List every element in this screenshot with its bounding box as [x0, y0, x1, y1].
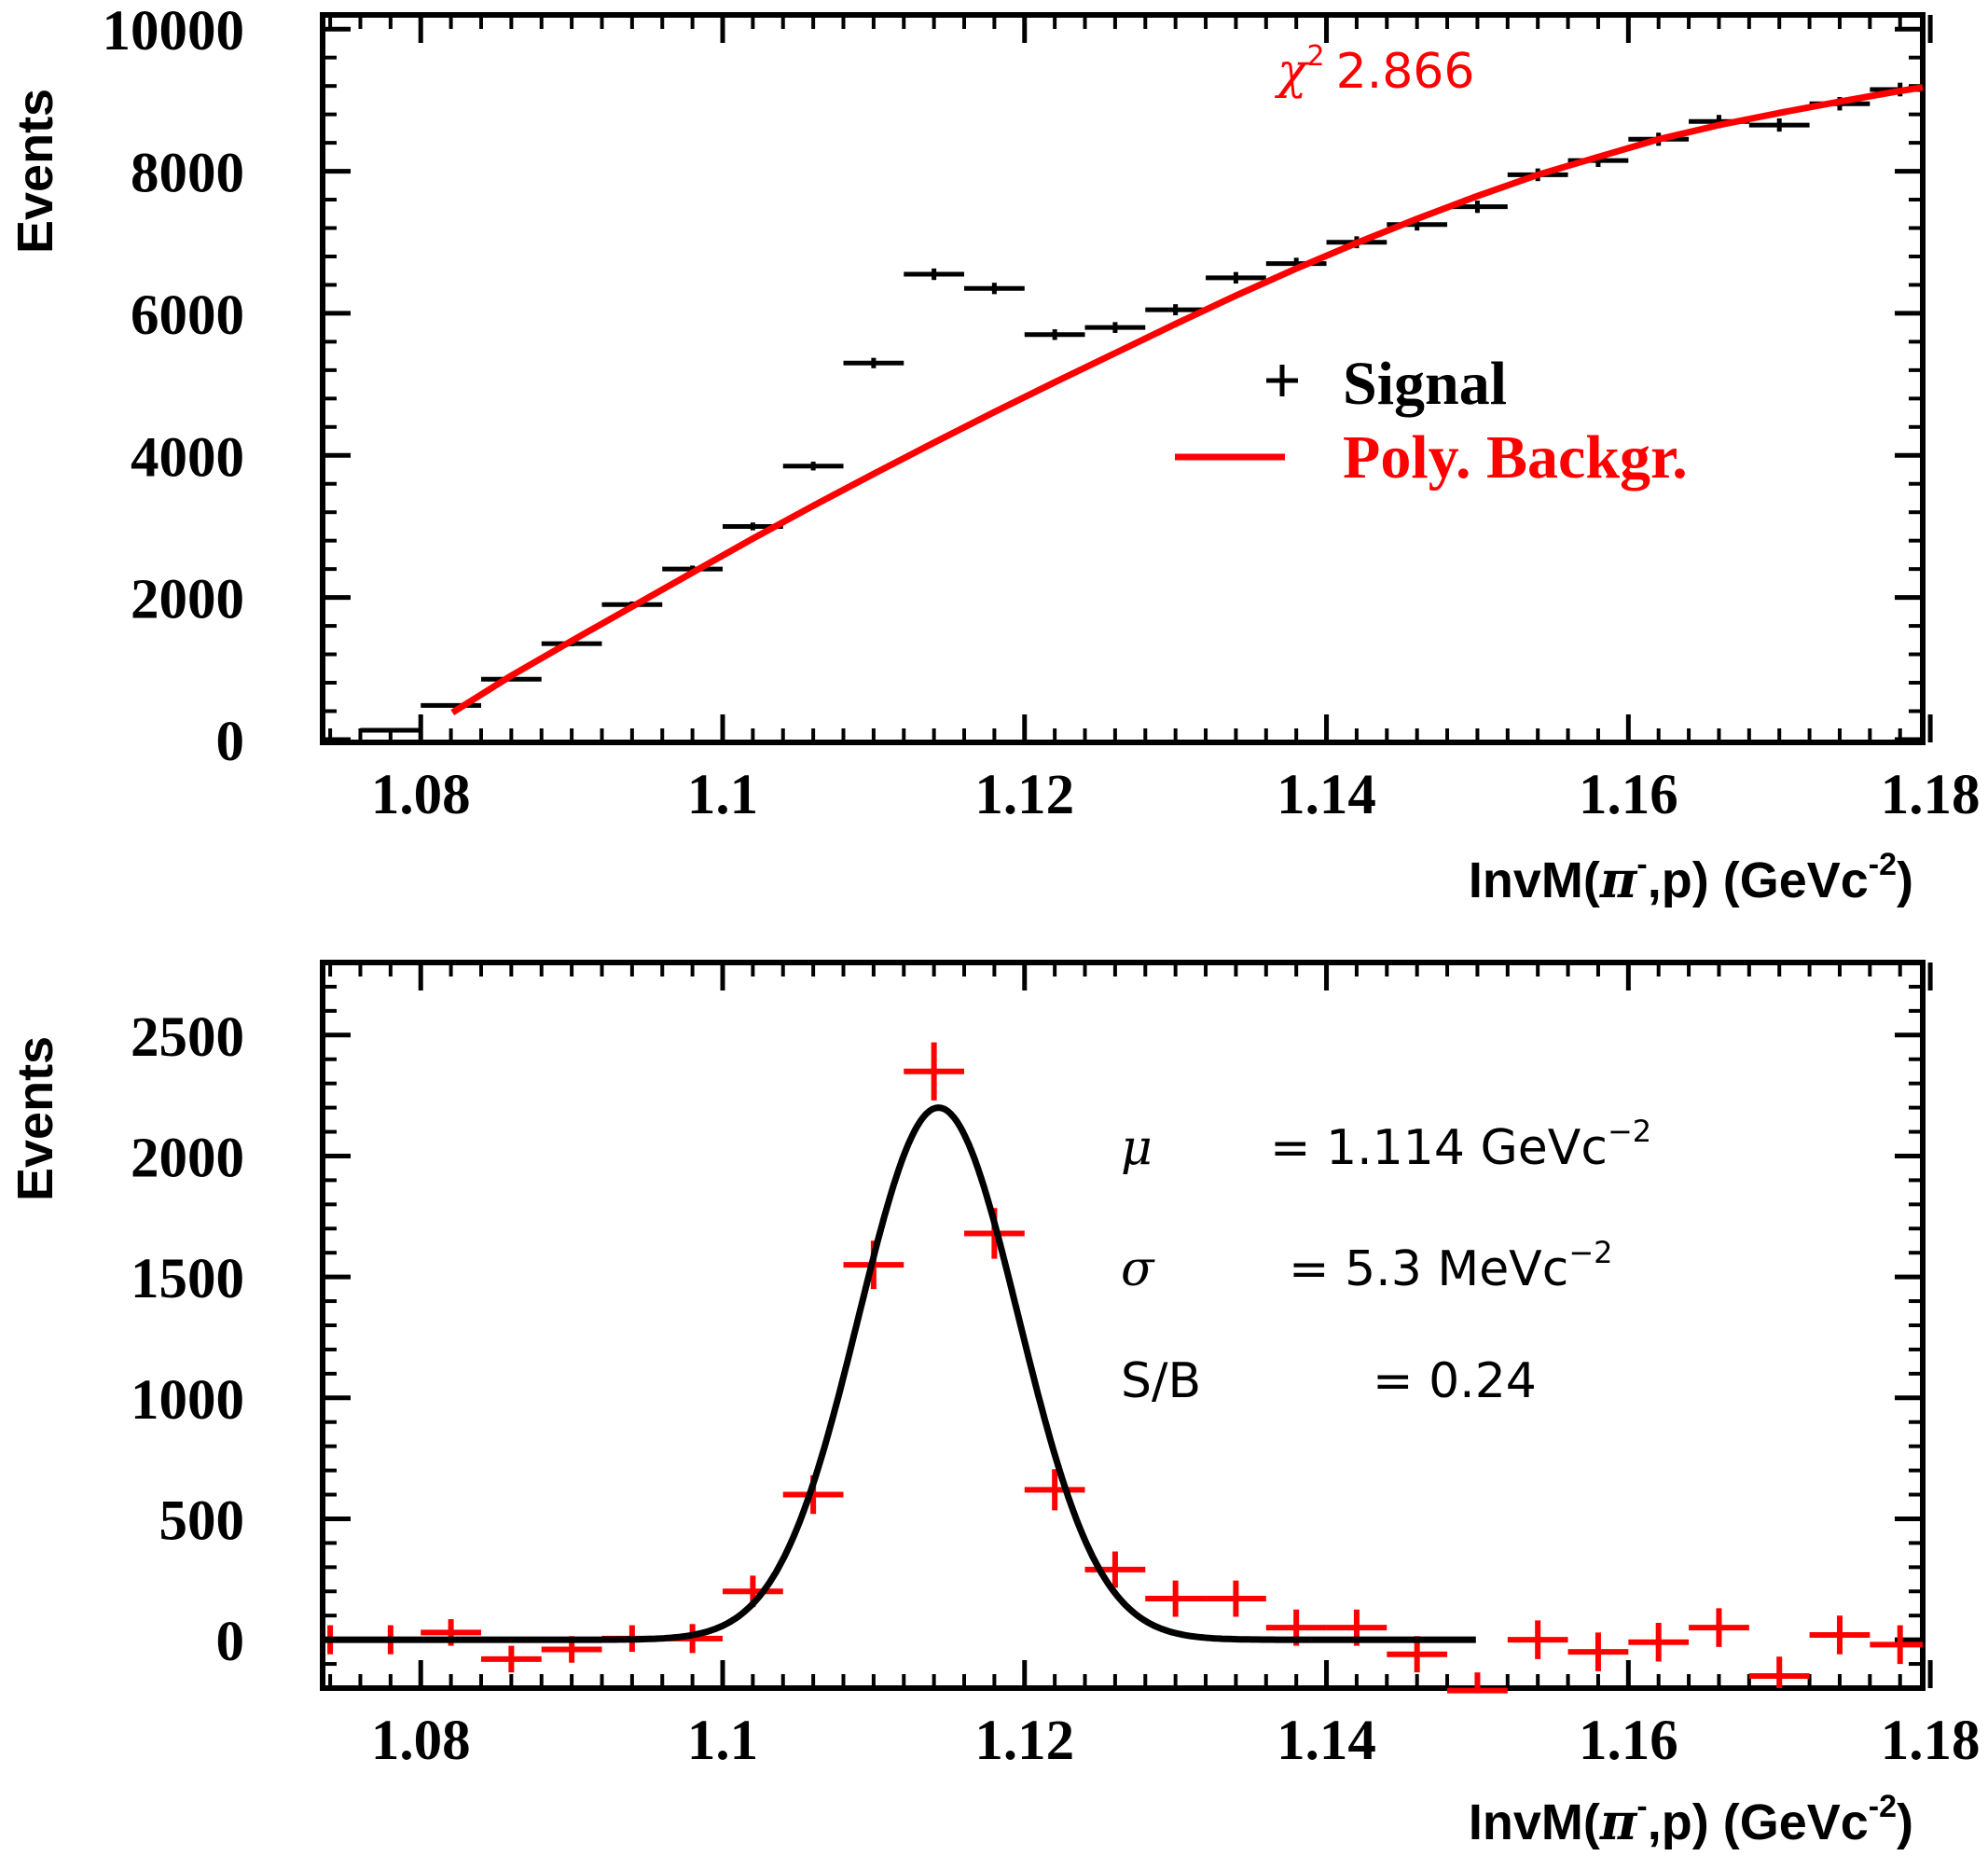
chi2-annotation: χ2 2.866 [1274, 40, 1474, 100]
top-xtick-label-2: 1.12 [974, 764, 1074, 826]
top-ytick-label-0: 0 [216, 711, 245, 773]
legend-signal-label: Signal [1343, 350, 1507, 418]
bottom-data-point [1628, 1622, 1690, 1662]
bottom-x-axis-title: InvM(π-,p) (GeVc-2) [1469, 1789, 1913, 1851]
bottom-xtick-label-2: 1.12 [974, 1710, 1074, 1772]
bottom-xtick-label-0: 1.08 [371, 1710, 471, 1772]
top-data-marks [360, 82, 1923, 733]
bottom-panel: 1.08 1.1 1.12 1.14 1.16 1.18 0 500 1000 1500 2000 2… [7, 960, 1981, 1851]
bottom-plot-frame [320, 960, 1926, 1691]
bottom-ytick-label-0: 0 [216, 1611, 245, 1673]
top-fit-line-1 [450, 84, 1924, 715]
top-plot-frame [320, 12, 1926, 745]
bottom-ytick-label-2: 1000 [131, 1369, 244, 1432]
bottom-ytick-label-4: 2000 [131, 1127, 244, 1189]
bottom-xtick-label-4: 1.16 [1579, 1710, 1678, 1772]
top-xtick-label-3: 1.14 [1277, 764, 1376, 826]
bottom-fit-line-1 [322, 1104, 1477, 1643]
top-ytick-label-5: 10000 [103, 0, 245, 62]
top-ytick-label-2: 4000 [131, 426, 244, 489]
bottom-data-point [1689, 1608, 1749, 1647]
bottom-xtick-label-3: 1.14 [1277, 1710, 1376, 1772]
bottom-data-point [1084, 1551, 1146, 1588]
fit-sb-symbol: S/B [1121, 1353, 1201, 1409]
bottom-fit-curves [322, 1104, 1477, 1643]
bottom-data-point [1748, 1656, 1810, 1688]
bottom-data-point [1567, 1632, 1629, 1671]
fit-sigma-value: = 5.3 MeVc−2 [1289, 1235, 1613, 1297]
top-legend: Signal Poly. Backgr. [1175, 350, 1688, 492]
top-xtick-label-1: 1.1 [687, 764, 758, 826]
fit-results: μ = 1.114 GeVc−2 σ = 5.3 MeVc−2 S/B = 0.… [1121, 1114, 1651, 1409]
top-data-point [843, 357, 904, 368]
top-data-point [782, 461, 844, 471]
top-x-axis-title: InvM(π-,p) (GeVc-2) [1469, 847, 1913, 909]
top-panel: 1.08 1.1 1.12 1.14 1.16 1.18 0 2000 4000 6000 8000… [7, 0, 1980, 909]
top-data-point [1024, 329, 1085, 340]
fit-sigma-symbol: σ [1121, 1241, 1155, 1297]
bottom-ytick-label-1: 500 [159, 1489, 245, 1552]
bottom-data-point [1024, 1469, 1085, 1511]
fit-mean-value: = 1.114 GeVc−2 [1270, 1114, 1651, 1176]
bottom-data-point [1507, 1620, 1568, 1659]
bottom-y-axis-title: Events [7, 1036, 63, 1201]
bottom-data-point [1447, 1672, 1508, 1694]
bottom-ytick-label-3: 1500 [131, 1248, 244, 1310]
top-data-point [1084, 322, 1146, 333]
top-ytick-label-4: 8000 [131, 143, 244, 205]
top-xtick-label-0: 1.08 [371, 764, 471, 826]
bottom-axis-ticks: 1.08 1.1 1.12 1.14 1.16 1.18 0 500 1000 1500 2000 2… [131, 961, 1981, 1772]
bottom-ytick-label-5: 2500 [131, 1006, 244, 1069]
legend-background-label: Poly. Backgr. [1343, 423, 1688, 492]
bottom-data-point [1809, 1615, 1871, 1655]
legend-signal-marker [1266, 365, 1298, 396]
fit-sb-value: = 0.24 [1373, 1353, 1537, 1409]
bottom-data-point [1870, 1625, 1923, 1665]
bottom-xtick-label-1: 1.1 [687, 1710, 758, 1772]
top-data-point [904, 268, 965, 281]
bottom-data-point [1206, 1580, 1266, 1617]
top-ytick-label-3: 6000 [131, 284, 244, 347]
fit-mean-symbol: μ [1121, 1120, 1153, 1176]
bottom-data-point [1145, 1580, 1207, 1617]
top-xtick-label-4: 1.16 [1579, 764, 1678, 826]
top-xtick-label-5: 1.18 [1881, 764, 1981, 826]
top-data-point [964, 283, 1025, 295]
bottom-data-point [480, 1645, 542, 1673]
top-data-point [421, 702, 481, 708]
top-data-point [1145, 304, 1207, 316]
bottom-xtick-label-5: 1.18 [1881, 1710, 1981, 1772]
bottom-data-point [904, 1042, 965, 1101]
top-data-point [1748, 118, 1810, 132]
top-axis-ticks: 1.08 1.1 1.12 1.14 1.16 1.18 0 2000 4000 6000 8000… [103, 0, 1981, 826]
top-ytick-label-1: 2000 [131, 569, 244, 631]
top-fit-curves [450, 84, 1924, 715]
top-data-point [1206, 271, 1266, 284]
top-y-axis-title: Events [7, 89, 63, 254]
